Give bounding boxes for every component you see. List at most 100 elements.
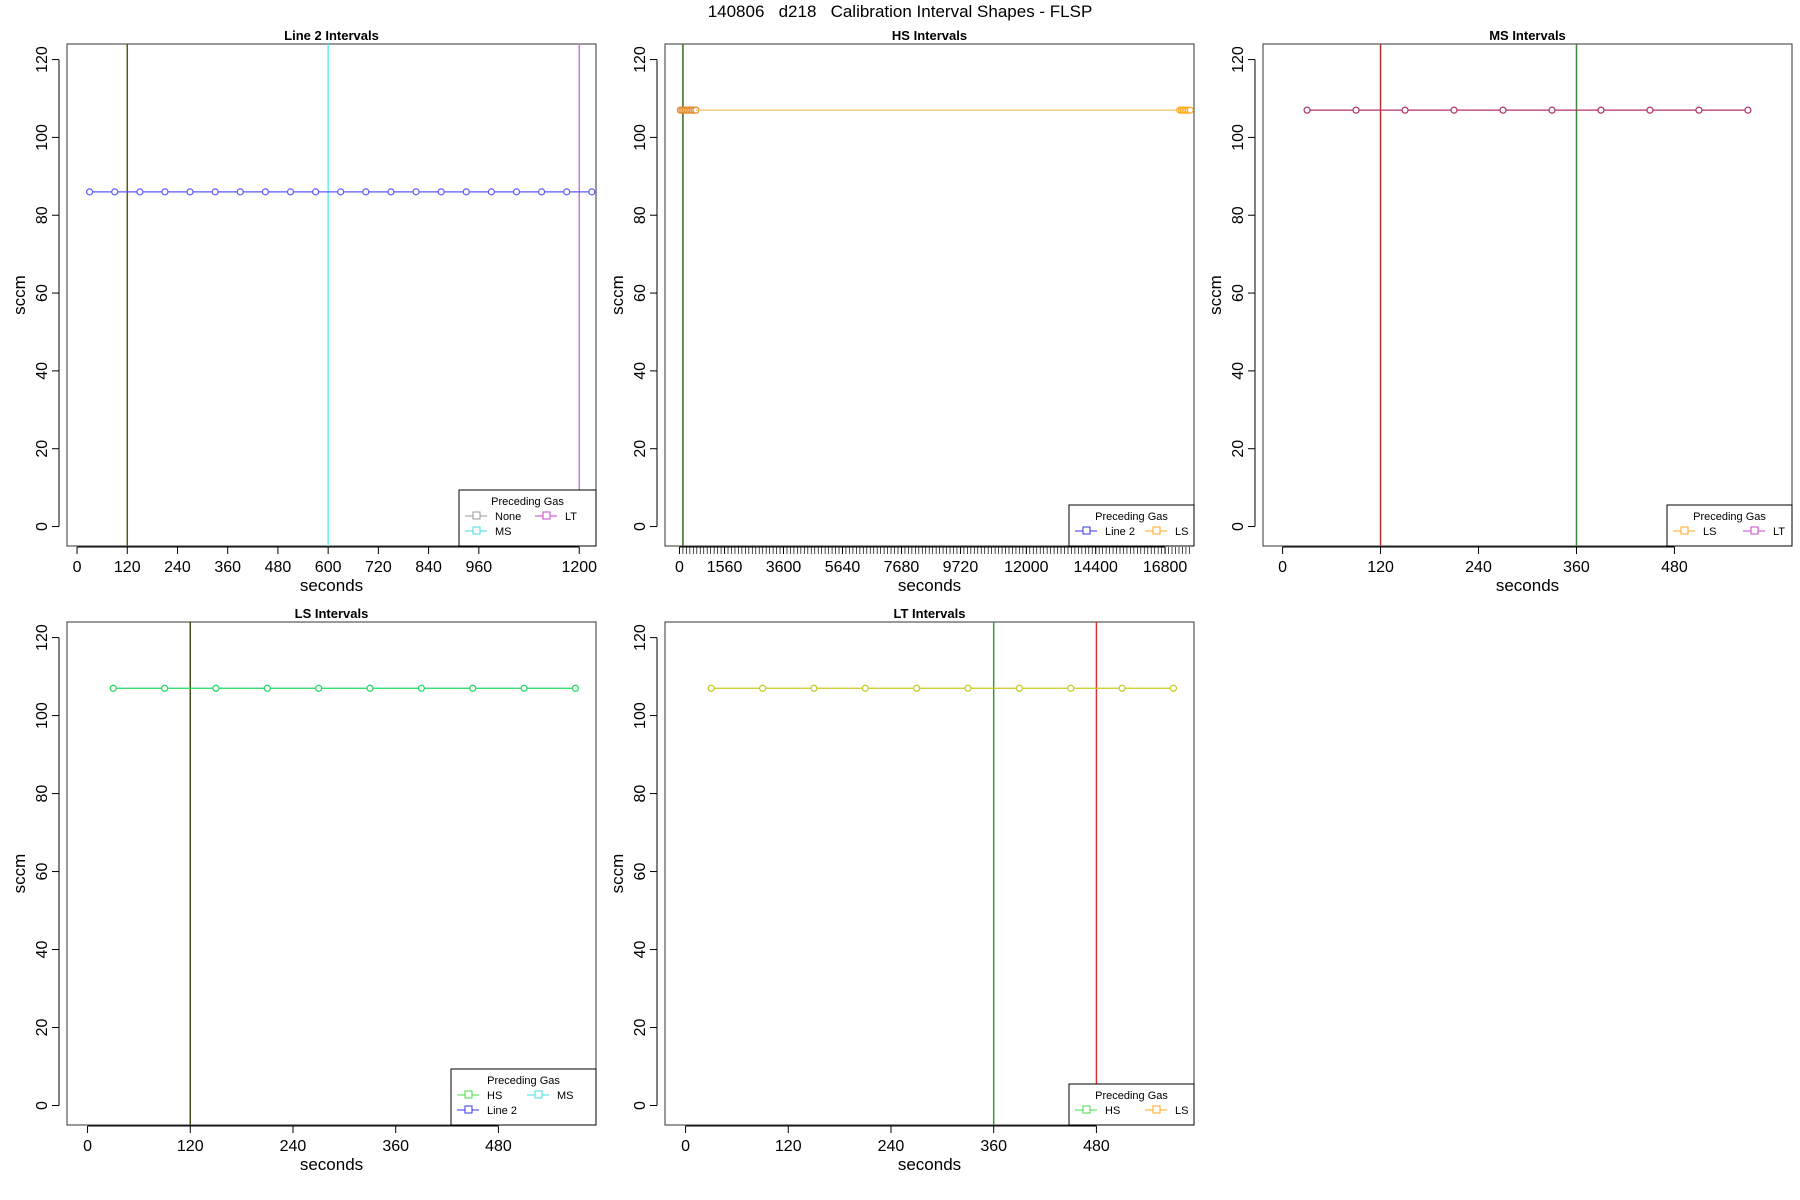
y-tick-label: 60 [34, 863, 51, 881]
plot-area [707, 622, 1178, 1125]
data-point [437, 188, 445, 196]
data-point [136, 188, 144, 196]
plot-area [676, 44, 1194, 546]
data-point [1169, 684, 1178, 692]
legend: Preceding Gas Line 2 LS [1068, 504, 1195, 547]
legend-title: Preceding Gas [487, 1075, 560, 1087]
y-tick-label: 120 [632, 46, 649, 73]
data-point [186, 188, 194, 196]
data-point [1450, 106, 1458, 114]
x-tick-label: 840 [415, 559, 442, 576]
data-point [387, 188, 395, 196]
x-tick-label: 1200 [561, 559, 597, 576]
chart-panel-4: LS Intervals 0 20 40 60 80 100 120 sccm 0 120 240 36… [10, 606, 597, 1174]
legend-entry: Line 2 [457, 1105, 517, 1117]
legend-marker [1082, 1105, 1091, 1114]
x-tick-label: 120 [1367, 559, 1394, 576]
x-tick-label: 360 [382, 1138, 409, 1155]
legend-label: None [495, 511, 521, 523]
x-tick-label: 480 [265, 559, 292, 576]
y-tick-label: 20 [34, 1019, 51, 1037]
data-point [1548, 106, 1556, 114]
data-point [1646, 106, 1654, 114]
data-point [487, 188, 495, 196]
data-point [707, 684, 715, 692]
x-tick-label: 16800 [1143, 559, 1188, 576]
y-tick-label: 120 [1230, 46, 1247, 73]
data-point [236, 188, 244, 196]
x-tick-label: 720 [365, 559, 392, 576]
x-axis-label: seconds [898, 1155, 961, 1174]
plot-area [85, 44, 596, 546]
legend-label: HS [487, 1090, 502, 1102]
data-point [109, 684, 117, 692]
legend-entry: Line 2 [1075, 526, 1135, 538]
figure-title: 140806 d218 Calibration Interval Shapes … [707, 2, 1093, 21]
plot-frame [1262, 43, 1793, 547]
data-point [1186, 106, 1194, 114]
y-tick-label: 60 [632, 863, 649, 881]
data-point [1499, 106, 1507, 114]
chart-title: MS Intervals [1489, 28, 1566, 43]
y-tick-label: 100 [34, 702, 51, 729]
y-tick-label: 40 [632, 362, 649, 380]
x-tick-label: 0 [73, 559, 82, 576]
data-point [913, 684, 921, 692]
data-point [469, 684, 477, 692]
data-point [1303, 106, 1311, 114]
data-point [261, 188, 269, 196]
x-tick-label: 5640 [825, 559, 861, 576]
legend-label: Line 2 [1105, 526, 1135, 538]
legend-marker [1152, 1105, 1161, 1114]
legend-title: Preceding Gas [491, 496, 564, 508]
data-point [1401, 106, 1409, 114]
chart-title: Line 2 Intervals [284, 28, 379, 43]
y-axis-label: sccm [10, 854, 29, 894]
data-point [571, 684, 580, 692]
x-tick-label: 360 [214, 559, 241, 576]
x-axis-label: seconds [300, 576, 363, 595]
x-tick-label: 1560 [707, 559, 743, 576]
x-tick-label: 240 [878, 1138, 905, 1155]
y-tick-label: 20 [632, 440, 649, 458]
legend-label: LS [1703, 526, 1716, 538]
y-axis-label: sccm [1206, 275, 1225, 315]
plot-frame [66, 621, 597, 1126]
x-tick-label: 9720 [943, 559, 979, 576]
y-tick-label: 100 [34, 124, 51, 151]
data-point [1015, 684, 1023, 692]
legend-entry: LS [1145, 1105, 1188, 1117]
y-tick-label: 0 [34, 522, 51, 531]
legend-box [1068, 1083, 1195, 1126]
data-point [337, 188, 345, 196]
data-point [1352, 106, 1360, 114]
y-tick-label: 80 [1230, 206, 1247, 224]
x-tick-label: 120 [775, 1138, 802, 1155]
data-point [160, 684, 169, 692]
data-point [212, 684, 220, 692]
legend: Preceding Gas HS MS Line 2 [450, 1068, 597, 1126]
y-tick-label: 0 [632, 522, 649, 531]
legend-box [458, 489, 597, 547]
data-point [810, 684, 818, 692]
legend-entry: MS [465, 526, 512, 538]
data-point [861, 684, 869, 692]
y-tick-label: 80 [632, 206, 649, 224]
x-tick-label: 360 [1563, 559, 1590, 576]
y-tick-label: 80 [632, 785, 649, 803]
data-point [758, 684, 767, 692]
legend-label: LT [1773, 526, 1785, 538]
legend-marker [472, 511, 481, 520]
y-tick-label: 100 [632, 124, 649, 151]
x-axis-label: seconds [1496, 576, 1559, 595]
y-tick-label: 40 [34, 941, 51, 959]
y-tick-label: 20 [632, 1019, 649, 1037]
legend-label: Line 2 [487, 1105, 517, 1117]
y-tick-label: 80 [34, 785, 51, 803]
x-tick-label: 120 [177, 1138, 204, 1155]
legend-title: Preceding Gas [1095, 511, 1168, 523]
chart-panel-3: MS Intervals 0 20 40 60 80 100 120 sccm 0 120 240 36… [1206, 28, 1793, 595]
legend-label: MS [557, 1090, 574, 1102]
chart-panel-2: HS Intervals 0 20 40 60 80 100 120 sccm 0 1560 3600… [608, 28, 1195, 595]
y-tick-label: 80 [34, 206, 51, 224]
